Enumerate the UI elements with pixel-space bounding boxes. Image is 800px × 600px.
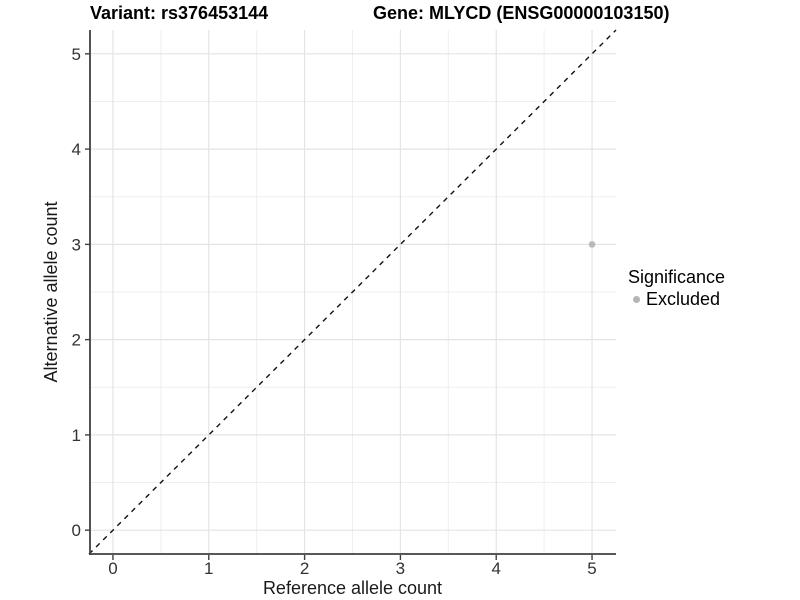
x-tick-label: 5 (587, 559, 596, 578)
plot-title-variant: Variant: rs376453144 (90, 3, 269, 23)
y-tick-label: 0 (72, 521, 81, 540)
x-tick-label: 1 (204, 559, 213, 578)
y-tick-label: 4 (72, 140, 81, 159)
y-axis-title: Alternative allele count (41, 201, 61, 382)
y-tick-label: 5 (72, 45, 81, 64)
x-tick-label: 2 (300, 559, 309, 578)
x-tick-label: 3 (396, 559, 405, 578)
legend: Significance Excluded (628, 266, 725, 310)
plot-title-gene: Gene: MLYCD (ENSG00000103150) (373, 3, 670, 23)
legend-entry-excluded: Excluded (628, 288, 725, 310)
x-tick-label: 0 (108, 559, 117, 578)
x-axis-title: Reference allele count (263, 578, 442, 598)
y-tick-label: 2 (72, 331, 81, 350)
legend-point-icon (633, 295, 640, 303)
y-tick-label: 1 (72, 426, 81, 445)
x-tick-label: 4 (491, 559, 500, 578)
legend-entry-label: Excluded (646, 288, 721, 309)
y-tick-label: 3 (72, 235, 81, 254)
identity-dashed-line (88, 29, 617, 555)
legend-title: Significance (628, 267, 726, 287)
data-point (588, 241, 596, 248)
